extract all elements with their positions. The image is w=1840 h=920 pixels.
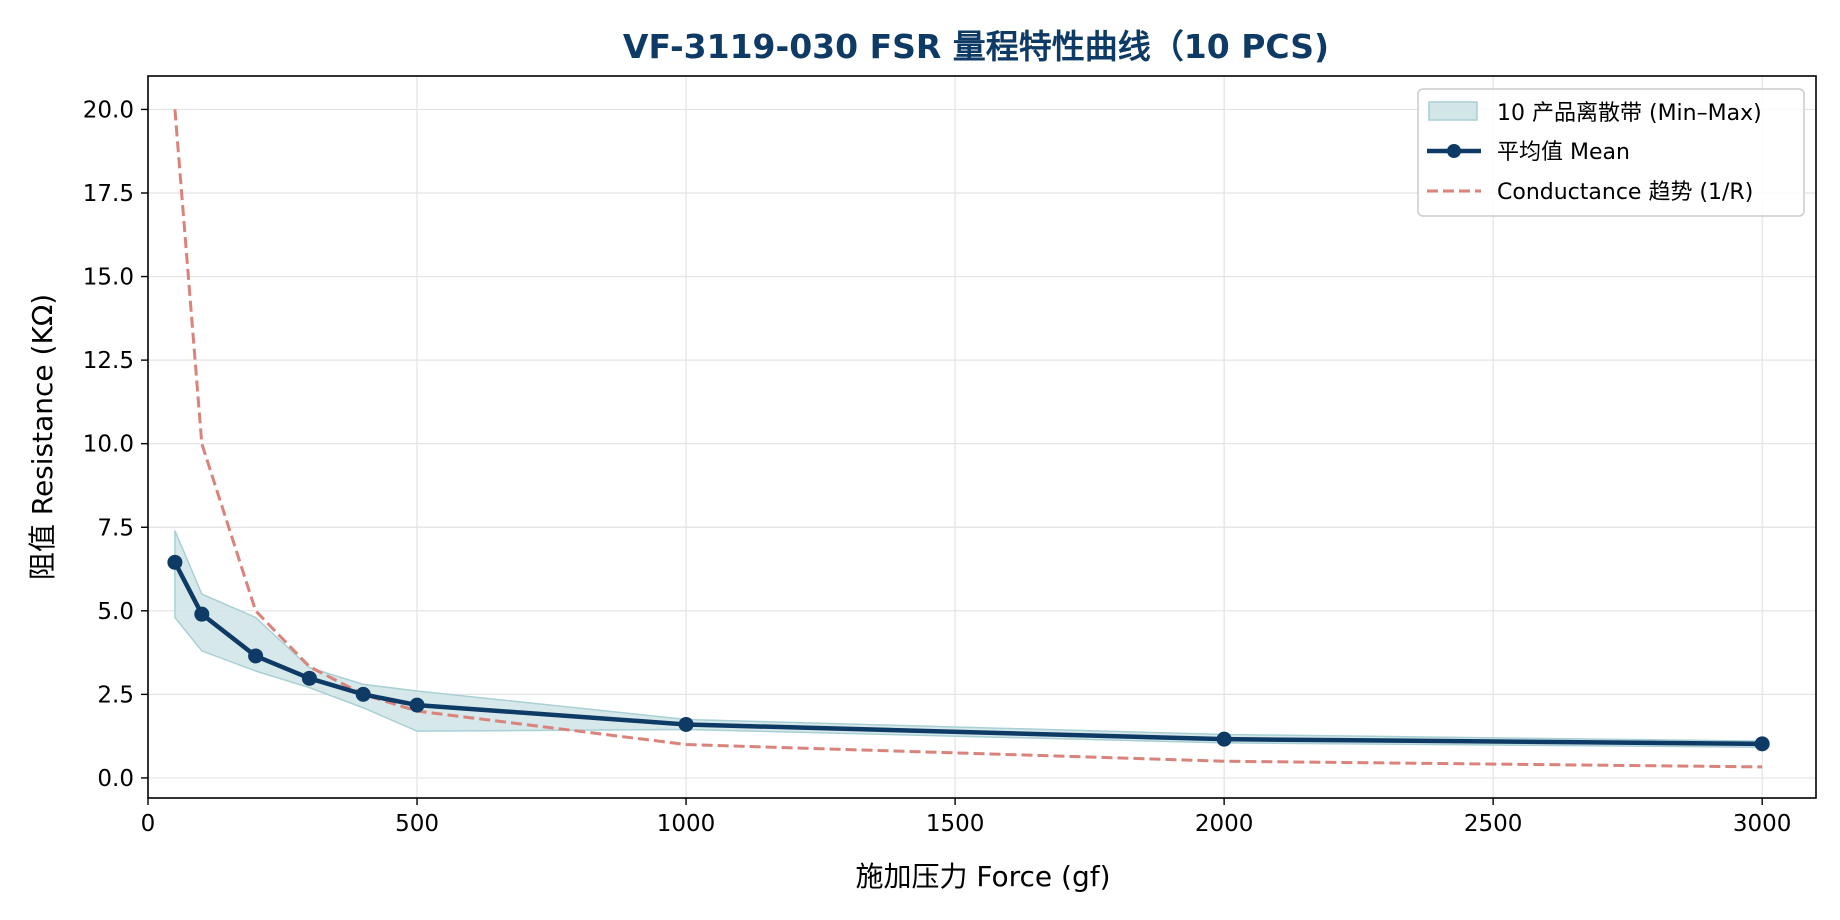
x-tick-label: 1500 [926,811,985,837]
mean-point [1216,731,1232,747]
chart-title: VF-3119-030 FSR 量程特性曲线（10 PCS) [623,27,1329,66]
mean-point [355,686,371,702]
legend-box [1417,88,1805,217]
x-tick-label: 1000 [657,811,716,837]
legend: 10 产品离散带 (Min–Max) 平均值 Mean Conductance … [1417,88,1805,217]
mean-point [248,648,264,664]
mean-point [678,716,694,732]
mean-series [167,554,1770,752]
plot-frame [147,75,1817,799]
legend-band-swatch [1428,101,1478,121]
x-axis-ticks: 0 500 1000 1500 2000 2500 3000 [141,798,1792,837]
x-tick-label: 0 [141,811,156,837]
dispersion-band [174,530,1763,748]
y-tick-label: 5.0 [97,599,134,625]
y-tick-label: 7.5 [97,515,134,541]
y-tick-label: 17.5 [83,181,134,207]
y-tick-label: 15.0 [83,265,134,291]
mean-point [1754,736,1770,752]
mean-point [167,554,183,570]
x-tick-label: 2000 [1195,811,1254,837]
x-tick-label: 500 [395,811,439,837]
y-tick-label: 20.0 [83,97,134,123]
y-tick-label: 2.5 [97,682,134,708]
legend-mean-marker [1447,144,1461,158]
y-axis-label: 阻值 Resistance (KΩ) [26,294,59,580]
legend-band-label: 10 产品离散带 (Min–Max) [1497,101,1762,126]
mean-point [409,697,425,713]
x-tick-label: 3000 [1733,811,1792,837]
x-axis-label: 施加压力 Force (gf) [855,860,1110,893]
y-axis-ticks: 0.0 2.5 5.0 7.5 10.0 12.5 15.0 17.5 20.0 [83,97,148,792]
mean-point [301,670,317,686]
y-tick-label: 12.5 [83,348,134,374]
x-tick-label: 2500 [1464,811,1523,837]
y-tick-label: 0.0 [97,766,134,792]
legend-mean-label: 平均值 Mean [1497,140,1630,165]
legend-trend-label: Conductance 趋势 (1/R) [1497,180,1753,205]
band-area [174,530,1763,748]
mean-point [194,606,210,622]
y-tick-label: 10.0 [83,432,134,458]
